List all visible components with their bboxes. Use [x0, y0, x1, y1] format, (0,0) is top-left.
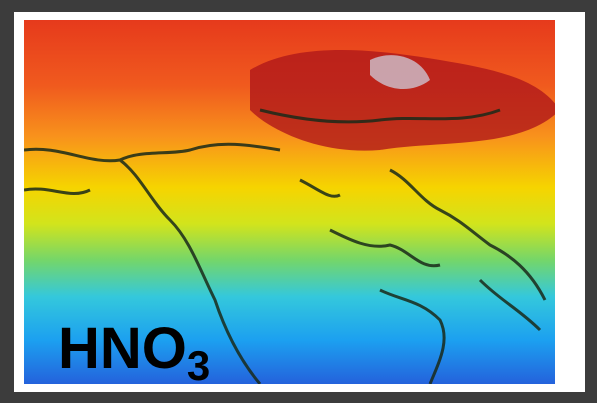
label-subscript: 3: [187, 342, 210, 389]
right-margin: [555, 20, 577, 384]
map-panel: HNO3: [0, 0, 597, 403]
label-text: HNO: [58, 316, 187, 381]
